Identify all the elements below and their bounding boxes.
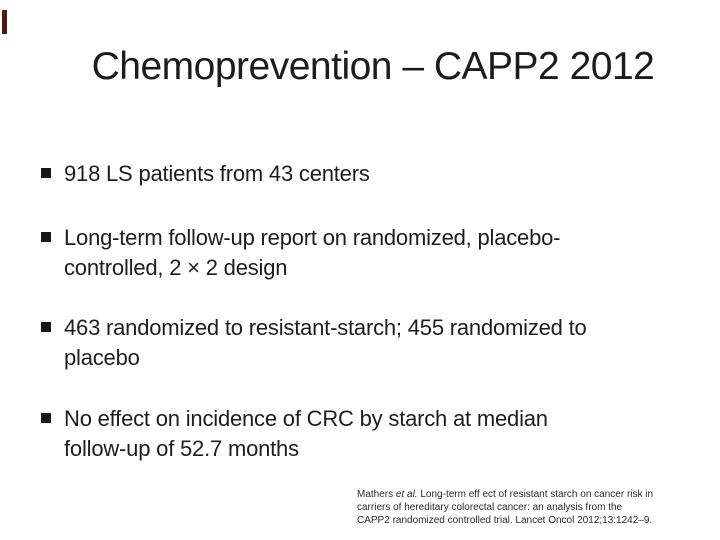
citation-etal: et al. (395, 489, 418, 500)
bullet-text: 918 LS patients from 43 centers (64, 159, 704, 189)
bullet-text: 463 randomized to resistant-starch; 455 … (64, 313, 704, 373)
citation: Mathers et al. Long-term eff ect of resi… (357, 488, 719, 527)
bullet-square-icon (41, 413, 51, 423)
bullet-item: No effect on incidence of CRC by starch … (41, 404, 704, 464)
edge-accent-mark (2, 10, 7, 34)
citation-line: Mathers et al. Long-term eff ect of resi… (357, 488, 719, 501)
citation-text: Long-term eff ect of resistant starch on… (417, 489, 654, 500)
citation-line: CAPP2 randomized controlled trial. Lance… (357, 515, 653, 526)
bullet-square-icon (41, 168, 51, 178)
bullet-text-line: No effect on incidence of CRC by starch … (64, 406, 548, 431)
bullet-text: No effect on incidence of CRC by starch … (64, 404, 704, 464)
bullet-text-line: 463 randomized to resistant-starch; 455 … (64, 315, 587, 340)
bullet-square-icon (41, 322, 51, 332)
bullet-text-line: placebo (64, 345, 140, 370)
bullet-text-line: follow-up of 52.7 months (64, 436, 299, 461)
bullet-text-line: controlled, 2 × 2 design (64, 255, 288, 280)
bullet-text-line: 918 LS patients from 43 centers (64, 161, 370, 186)
bullet-square-icon (41, 232, 51, 242)
bullet-item: Long-term follow-up report on randomized… (41, 223, 704, 283)
bullet-item: 463 randomized to resistant-starch; 455 … (41, 313, 704, 373)
slide-title: Chemoprevention – CAPP2 2012 (91, 45, 655, 88)
citation-line: carriers of hereditary colorectal cancer… (357, 502, 623, 513)
citation-authors: Mathers (357, 489, 396, 500)
bullet-text-line: Long-term follow-up report on randomized… (64, 225, 561, 250)
bullet-item: 918 LS patients from 43 centers (41, 159, 704, 189)
bullet-text: Long-term follow-up report on randomized… (64, 223, 704, 283)
